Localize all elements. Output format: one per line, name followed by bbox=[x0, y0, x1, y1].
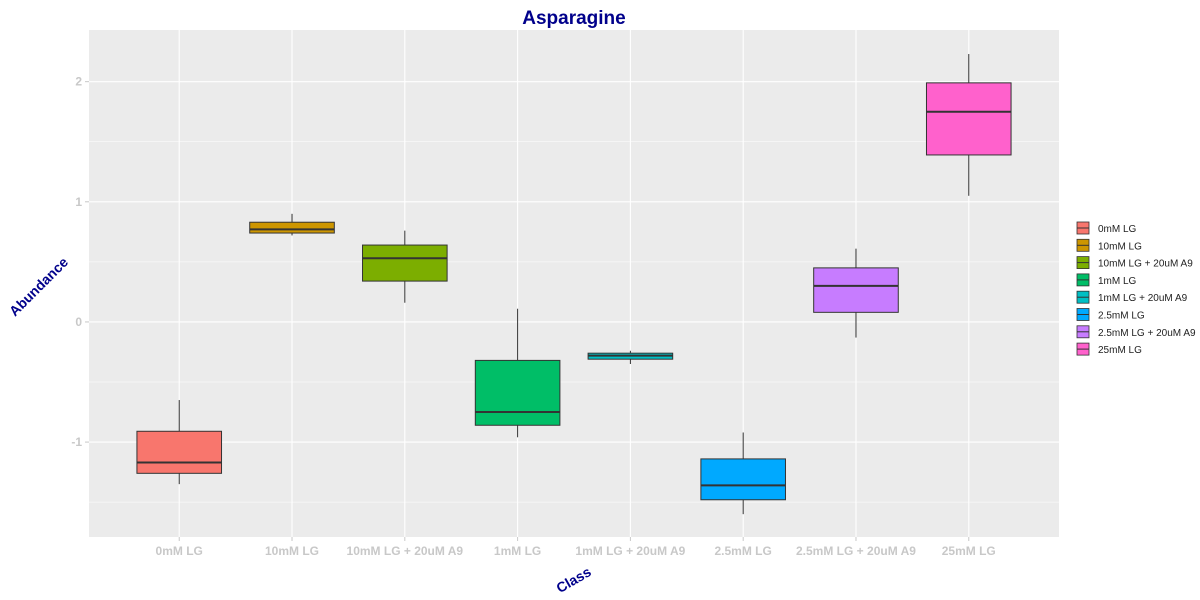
legend-label: 10mM LG bbox=[1098, 241, 1142, 252]
box-iqr bbox=[925, 82, 1012, 156]
legend-item: 0mM LG bbox=[1076, 221, 1137, 235]
box-iqr bbox=[474, 359, 561, 426]
legend-label: 2.5mM LG bbox=[1098, 311, 1145, 322]
x-axis-title: Class bbox=[553, 563, 594, 596]
legend-item: 10mM LG bbox=[1076, 238, 1142, 252]
y-tick-label: 1 bbox=[75, 195, 82, 209]
box-iqr bbox=[813, 267, 899, 313]
box-3 bbox=[362, 230, 448, 303]
legend-label: 0mM LG bbox=[1098, 224, 1137, 235]
x-tick-label: 1mM LG bbox=[494, 544, 541, 558]
plot-panel bbox=[89, 30, 1059, 537]
box-1 bbox=[136, 400, 223, 485]
legend: 0mM LG 10mM LG 10mM LG + 20uM A9 1mM LG 1mM … bbox=[1076, 221, 1196, 356]
legend-item: 2.5mM LG bbox=[1076, 308, 1145, 322]
y-tick-label: -1 bbox=[71, 435, 82, 449]
y-tick-label: 2 bbox=[75, 75, 82, 89]
box-5 bbox=[587, 350, 674, 364]
box-8 bbox=[925, 54, 1012, 196]
legend-label: 2.5mM LG + 20uM A9 bbox=[1098, 328, 1196, 339]
x-tick-label: 2.5mM LG bbox=[715, 544, 772, 558]
legend-label: 1mM LG + 20uM A9 bbox=[1098, 293, 1188, 304]
box-iqr bbox=[362, 244, 448, 282]
x-tick-label: 25mM LG bbox=[942, 544, 996, 558]
legend-item: 1mM LG + 20uM A9 bbox=[1076, 290, 1188, 304]
legend-label: 1mM LG bbox=[1098, 276, 1137, 287]
x-axis: 0mM LG 10mM LG 10mM LG + 20uM A9 1mM LG 1mM … bbox=[156, 537, 996, 558]
chart-title: Asparagine bbox=[522, 8, 625, 29]
legend-item: 2.5mM LG + 20uM A9 bbox=[1076, 325, 1196, 339]
legend-item: 1mM LG bbox=[1076, 273, 1137, 287]
y-axis: -1 0 1 2 bbox=[71, 75, 89, 449]
x-tick-label: 0mM LG bbox=[156, 544, 203, 558]
legend-label: 10mM LG + 20uM A9 bbox=[1098, 259, 1193, 270]
box-iqr bbox=[136, 430, 223, 474]
box-iqr bbox=[700, 458, 786, 501]
box-iqr bbox=[249, 221, 335, 234]
x-tick-label: 1mM LG + 20uM A9 bbox=[575, 544, 685, 558]
boxes-layer bbox=[136, 54, 1012, 515]
y-axis-title: Abundance bbox=[6, 254, 71, 319]
x-tick-label: 2.5mM LG + 20uM A9 bbox=[796, 544, 916, 558]
legend-item: 25mM LG bbox=[1076, 342, 1142, 356]
box-7 bbox=[813, 248, 899, 338]
y-tick-label: 0 bbox=[75, 315, 82, 329]
legend-item: 10mM LG + 20uM A9 bbox=[1076, 256, 1193, 270]
x-tick-label: 10mM LG + 20uM A9 bbox=[347, 544, 464, 558]
x-tick-label: 10mM LG bbox=[265, 544, 319, 558]
legend-label: 25mM LG bbox=[1098, 345, 1142, 356]
box-4 bbox=[474, 308, 561, 438]
box-6 bbox=[700, 432, 786, 515]
box-2 bbox=[249, 213, 335, 236]
